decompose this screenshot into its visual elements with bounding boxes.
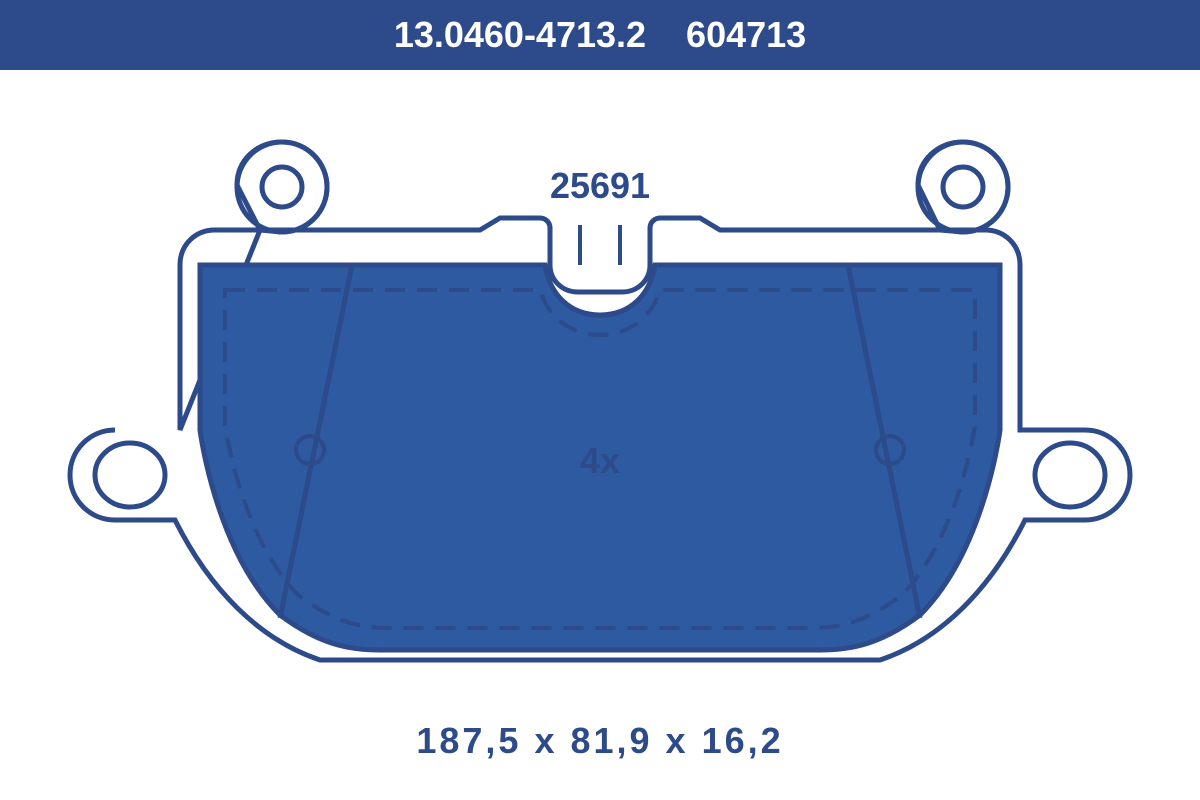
left-clip-outer bbox=[237, 142, 327, 232]
top-label: 25691 bbox=[540, 165, 660, 207]
right-clip-outer bbox=[918, 142, 1008, 232]
left-clip-inner bbox=[262, 167, 302, 207]
right-clip-inner bbox=[943, 167, 983, 207]
header-code: 604713 bbox=[686, 14, 806, 56]
right-mounting-hole bbox=[1035, 443, 1105, 507]
left-mounting-hole bbox=[95, 443, 165, 507]
diagram-container: 25691 4x 187,5 x 81,9 x 16,2 bbox=[0, 70, 1200, 800]
center-label: 4x bbox=[570, 440, 630, 482]
header-bar: 13.0460-4713.2 604713 bbox=[0, 0, 1200, 70]
dimensions-label: 187,5 x 81,9 x 16,2 bbox=[380, 720, 820, 762]
part-number: 13.0460-4713.2 bbox=[394, 14, 646, 56]
